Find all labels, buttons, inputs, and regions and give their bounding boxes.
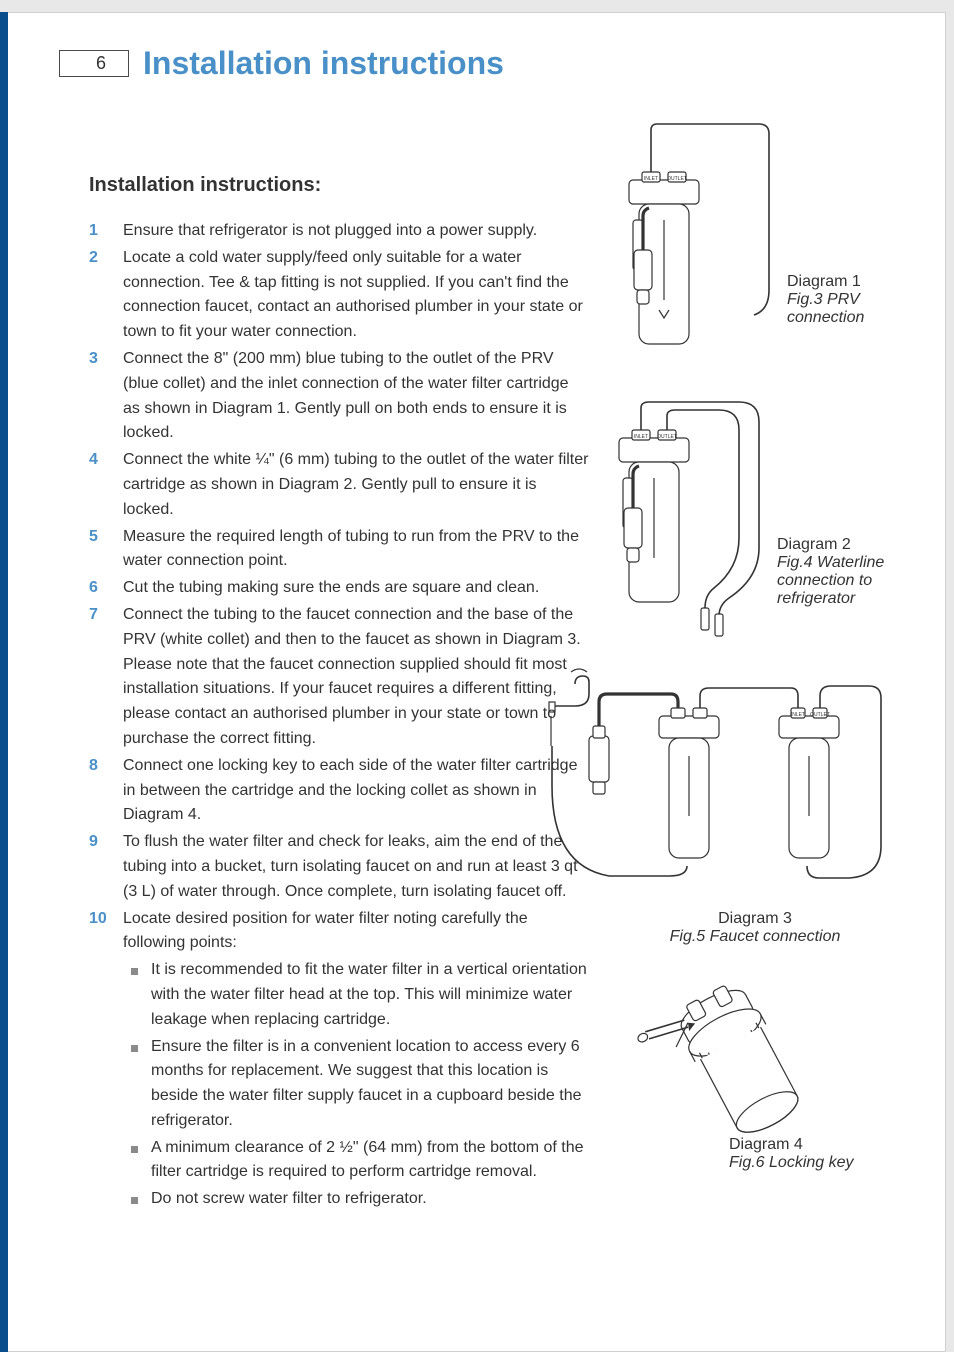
step-text: Connect the 8" (200 mm) blue tubing to t… — [123, 350, 569, 441]
diagram-fig: Fig.3 PRV connection — [787, 291, 921, 327]
section-title: Installation instructions: — [89, 174, 589, 197]
document-page: 6 Installation instructions Installation… — [0, 12, 946, 1352]
step-6: Cut the tubing making sure the ends are … — [89, 576, 589, 601]
step-text: Connect the tubing to the faucet connect… — [123, 606, 581, 747]
diagram-fig: Fig.5 Faucet connection — [589, 928, 921, 946]
diagram-2-caption: Diagram 2 Fig.4 Waterline connection to … — [777, 536, 921, 608]
step-4: Connect the white ¼" (6 mm) tubing to th… — [89, 448, 589, 522]
diagram-1-caption: Diagram 1 Fig.3 PRV connection — [787, 273, 921, 327]
diagram-3: INLET OUTLET Diagram 3 Fig.5 Faucet conn… — [549, 666, 921, 946]
step-1: Ensure that refrigerator is not plugged … — [89, 219, 589, 244]
step-text: Connect the white ¼" (6 mm) tubing to th… — [123, 451, 588, 518]
page-number-box: 6 — [59, 50, 129, 77]
step-7: Connect the tubing to the faucet connect… — [89, 603, 589, 752]
diagram-1-svg: INLET OUTLET — [609, 120, 779, 370]
diagram-label: Diagram 3 — [589, 910, 921, 928]
main-title: Installation instructions — [143, 45, 504, 82]
step-10-bullets: It is recommended to fit the water filte… — [123, 958, 589, 1212]
step-2: Locate a cold water supply/feed only sui… — [89, 246, 589, 345]
content-area: Installation instructions: Ensure that r… — [89, 120, 921, 1214]
inlet-label: INLET — [791, 712, 805, 718]
left-accent-bar — [0, 12, 8, 1352]
bullet-item: It is recommended to fit the water filte… — [123, 958, 589, 1032]
step-9: To flush the water filter and check for … — [89, 830, 589, 904]
step-text: Locate a cold water supply/feed only sui… — [123, 249, 583, 340]
diagram-4-svg — [609, 974, 889, 1154]
diagram-1: INLET OUTLET Diagram 1 Fig.3 PR — [609, 120, 921, 370]
step-3: Connect the 8" (200 mm) blue tubing to t… — [89, 347, 589, 446]
step-text: Connect one locking key to each side of … — [123, 757, 577, 824]
diagram-fig: Fig.6 Locking key — [729, 1154, 921, 1172]
bullet-text: It is recommended to fit the water filte… — [151, 961, 587, 1028]
bullet-text: Ensure the filter is in a convenient loc… — [151, 1038, 582, 1129]
diagram-3-svg: INLET OUTLET — [549, 666, 889, 906]
outlet-label: OUTLET — [810, 712, 830, 718]
bullet-text: Do not screw water filter to refrigerato… — [151, 1190, 427, 1207]
diagram-4: Diagram 4 Fig.6 Locking key — [609, 974, 921, 1172]
diagram-3-caption: Diagram 3 Fig.5 Faucet connection — [589, 910, 921, 946]
diagram-label: Diagram 4 — [729, 1136, 921, 1154]
bullet-item: A minimum clearance of 2 ½" (64 mm) from… — [123, 1136, 589, 1186]
outlet-label: OUTLET — [667, 176, 687, 182]
bullet-text: A minimum clearance of 2 ½" (64 mm) from… — [151, 1139, 584, 1181]
instructions-column: Installation instructions: Ensure that r… — [89, 120, 589, 1214]
page-number: 6 — [96, 53, 106, 73]
step-10: Locate desired position for water filter… — [89, 907, 589, 1213]
steps-list: Ensure that refrigerator is not plugged … — [89, 219, 589, 1212]
inlet-label: INLET — [634, 434, 648, 440]
outlet-label: OUTLET — [657, 434, 677, 440]
diagram-4-caption: Diagram 4 Fig.6 Locking key — [729, 1136, 921, 1172]
page-header: 6 Installation instructions — [59, 45, 921, 82]
step-text: Cut the tubing making sure the ends are … — [123, 579, 539, 596]
step-text: Ensure that refrigerator is not plugged … — [123, 222, 537, 239]
bullet-item: Do not screw water filter to refrigerato… — [123, 1187, 589, 1212]
step-text: Measure the required length of tubing to… — [123, 528, 579, 570]
diagram-fig: Fig.4 Waterline connection to refrigerat… — [777, 554, 921, 608]
step-text: To flush the water filter and check for … — [123, 833, 578, 900]
diagram-2: INLET OUTLET Diagra — [609, 398, 921, 638]
step-5: Measure the required length of tubing to… — [89, 525, 589, 575]
diagram-label: Diagram 1 — [787, 273, 921, 291]
inlet-label: INLET — [644, 176, 658, 182]
bullet-item: Ensure the filter is in a convenient loc… — [123, 1035, 589, 1134]
diagrams-column: INLET OUTLET Diagram 1 Fig.3 PR — [609, 120, 921, 1214]
step-8: Connect one locking key to each side of … — [89, 754, 589, 828]
step-text: Locate desired position for water filter… — [123, 910, 528, 952]
diagram-label: Diagram 2 — [777, 536, 921, 554]
